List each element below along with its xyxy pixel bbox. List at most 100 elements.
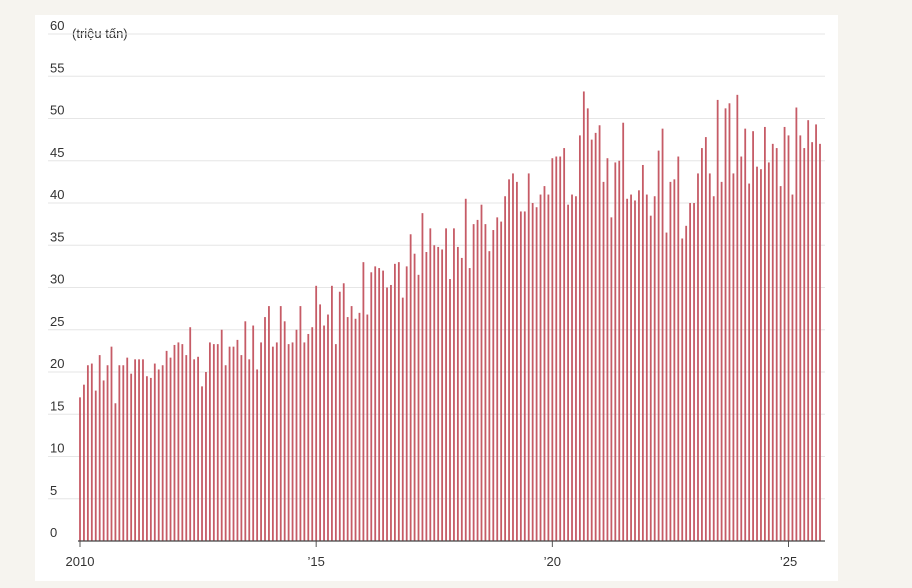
bar xyxy=(232,346,235,541)
bar xyxy=(602,181,605,541)
bar xyxy=(134,359,137,541)
bar xyxy=(315,285,318,541)
y-tick-label: 30 xyxy=(50,272,64,287)
bar xyxy=(460,257,463,541)
bar xyxy=(586,108,589,542)
y-tick-label: 55 xyxy=(50,60,64,75)
bar xyxy=(689,203,692,541)
y-tick-label: 50 xyxy=(50,103,64,118)
bar xyxy=(748,183,751,541)
bar xyxy=(366,314,369,541)
bar xyxy=(299,306,302,541)
bar xyxy=(571,194,573,542)
bar xyxy=(799,135,802,541)
bar xyxy=(86,365,89,541)
bar xyxy=(464,198,467,541)
bar xyxy=(523,211,526,541)
bar xyxy=(445,228,447,541)
bar xyxy=(142,359,144,541)
bar xyxy=(244,321,247,541)
bar xyxy=(126,357,129,541)
bar xyxy=(378,268,381,541)
bar xyxy=(559,156,562,541)
bar xyxy=(197,356,199,541)
bar xyxy=(551,158,554,541)
bar xyxy=(476,219,479,541)
bar xyxy=(543,186,546,541)
bar xyxy=(256,369,259,541)
bar xyxy=(606,158,609,541)
bar xyxy=(803,148,806,541)
bar xyxy=(405,266,408,541)
x-tick-label: ’15 xyxy=(307,554,324,569)
bar xyxy=(319,304,322,541)
bar xyxy=(763,126,766,541)
bar xyxy=(575,196,577,542)
y-tick-label: 45 xyxy=(50,145,64,160)
bar xyxy=(578,135,581,541)
bar xyxy=(358,312,361,541)
bar xyxy=(657,150,660,542)
bar xyxy=(370,272,373,541)
bar xyxy=(756,166,758,542)
bar xyxy=(610,217,613,542)
bar xyxy=(622,122,625,541)
bar xyxy=(248,359,251,541)
y-tick-label: 25 xyxy=(50,314,64,329)
bar xyxy=(453,228,455,541)
bar xyxy=(425,252,428,541)
bar xyxy=(429,228,432,541)
bar xyxy=(732,173,735,542)
bar xyxy=(594,132,597,542)
bar xyxy=(807,120,810,541)
bar xyxy=(649,215,652,542)
bar xyxy=(618,160,621,541)
bar xyxy=(393,263,396,541)
bar xyxy=(484,224,487,541)
bar xyxy=(110,346,113,541)
bar xyxy=(303,342,306,541)
bar xyxy=(342,283,345,541)
bar xyxy=(693,203,695,541)
bar xyxy=(519,211,522,541)
x-tick-label: ’20 xyxy=(544,554,561,569)
y-tick-label: 10 xyxy=(50,441,64,456)
bar xyxy=(468,268,471,541)
bar xyxy=(496,217,499,542)
bar xyxy=(268,306,270,541)
bar xyxy=(146,376,148,541)
bar xyxy=(720,181,723,541)
bar xyxy=(795,107,798,541)
bar xyxy=(295,329,298,541)
bar xyxy=(173,344,176,541)
bar xyxy=(334,344,337,541)
bar xyxy=(264,317,266,541)
bar xyxy=(641,164,644,541)
bar xyxy=(712,196,715,542)
bar xyxy=(279,306,282,541)
bar xyxy=(767,162,770,541)
y-tick-label: 60 xyxy=(50,18,64,33)
bar xyxy=(323,325,325,541)
bar xyxy=(449,279,451,541)
bar xyxy=(771,143,774,541)
bar xyxy=(516,181,518,541)
bar xyxy=(815,124,817,541)
bar xyxy=(488,251,491,542)
bar xyxy=(240,355,243,541)
bar xyxy=(716,99,719,541)
bar xyxy=(409,234,412,541)
bar xyxy=(500,221,503,541)
bar xyxy=(354,318,357,541)
bar xyxy=(653,196,656,542)
x-tick-label: 2010 xyxy=(66,554,95,569)
bar xyxy=(169,357,172,541)
bar xyxy=(555,156,558,541)
bar xyxy=(287,344,290,541)
bar xyxy=(401,297,404,541)
bar xyxy=(677,156,680,541)
bar xyxy=(98,355,101,541)
bar xyxy=(362,262,365,541)
bar xyxy=(437,246,440,541)
bar xyxy=(224,365,227,541)
